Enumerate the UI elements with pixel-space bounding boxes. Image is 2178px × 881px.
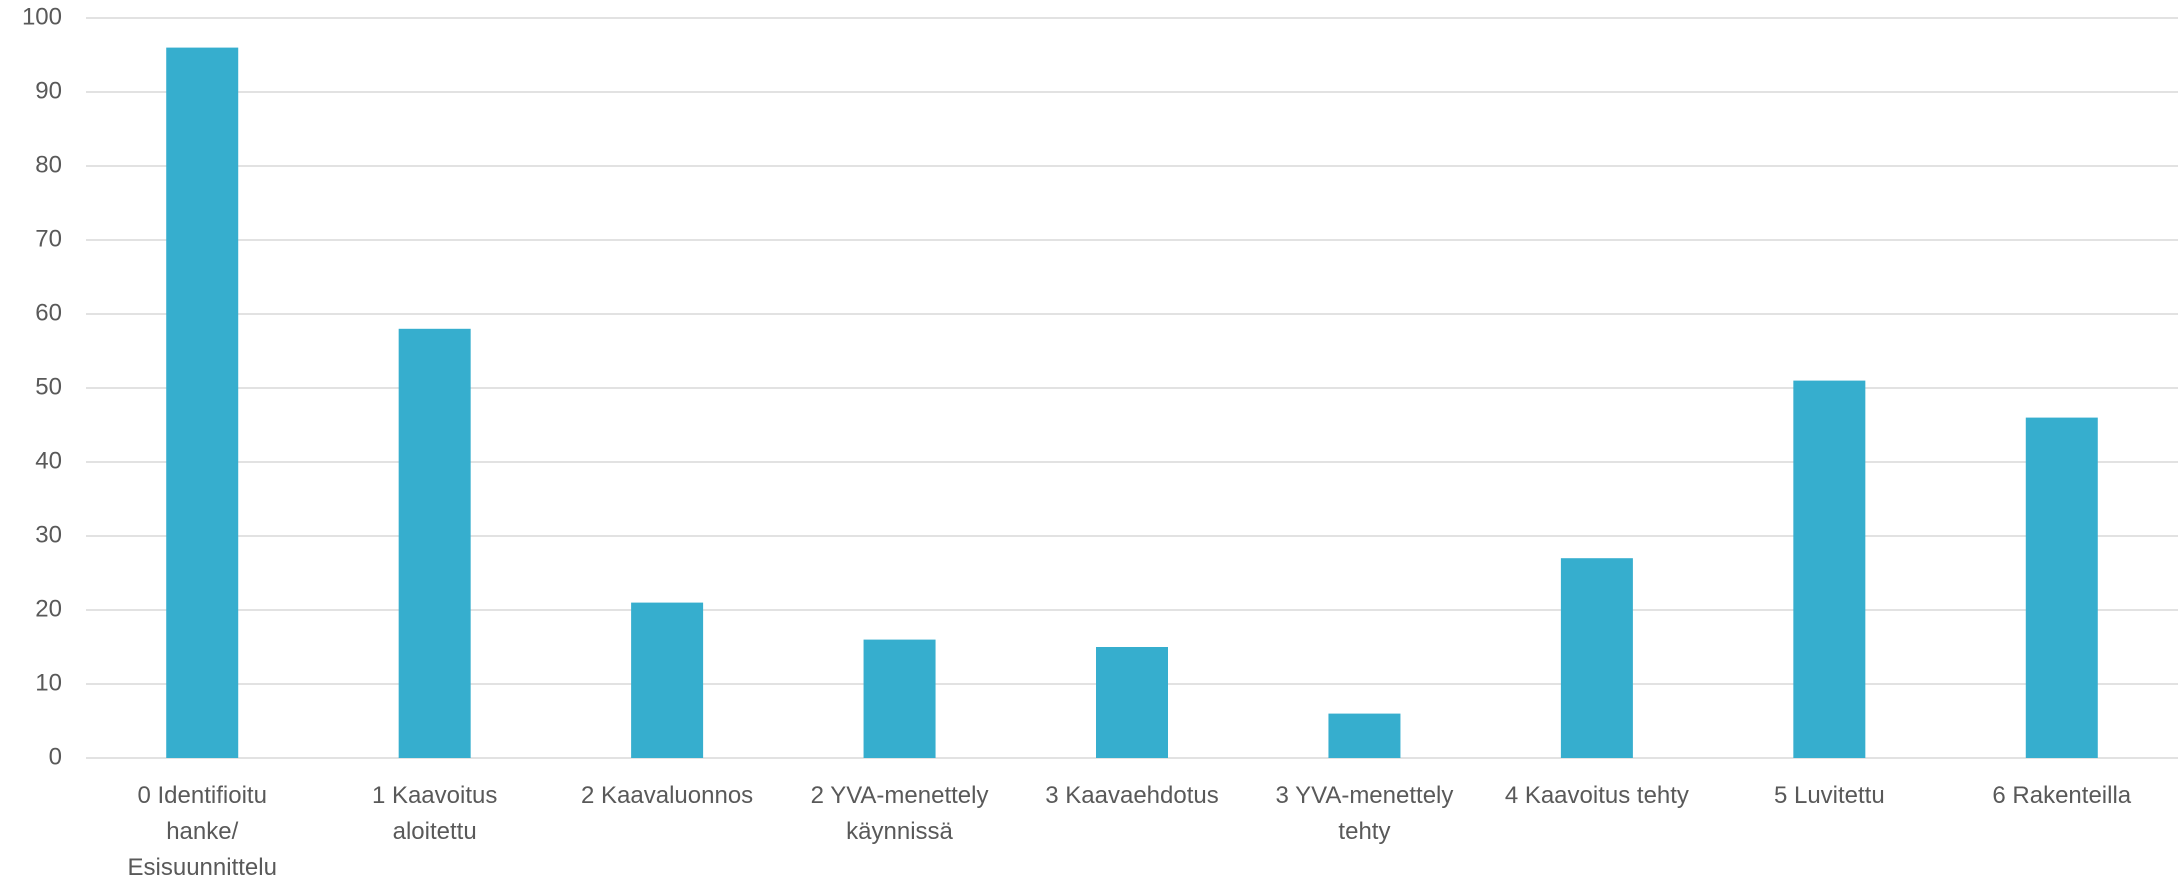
y-tick-label: 50 xyxy=(35,373,62,400)
y-tick-label: 40 xyxy=(35,447,62,474)
y-tick-label: 70 xyxy=(35,225,62,252)
x-tick-label: 4 Kaavoitus tehty xyxy=(1504,782,1689,809)
x-tick-label: 3 YVA-menettely tehty xyxy=(1275,782,1454,845)
x-tick-label: 2 Kaavaluonnos xyxy=(581,782,754,809)
bar xyxy=(1793,380,1866,758)
bar xyxy=(2025,417,2098,758)
bar xyxy=(1096,647,1168,758)
x-tick-label: 2 YVA-menettely käynnissä xyxy=(810,782,989,845)
y-tick-label: 0 xyxy=(49,743,62,770)
x-tick-label: 5 Luvitettu xyxy=(1773,782,1885,809)
bar xyxy=(631,602,704,758)
y-tick-label: 10 xyxy=(35,669,62,696)
bar xyxy=(166,47,239,759)
y-tick-label: 60 xyxy=(35,299,62,326)
x-tick-label: 6 Rakenteilla xyxy=(1992,782,2132,809)
y-tick-label: 20 xyxy=(35,595,62,622)
y-tick-label: 90 xyxy=(35,77,62,104)
bar xyxy=(1328,713,1401,758)
x-tick-label: 3 Kaavaehdotus xyxy=(1045,782,1219,809)
x-tick-label: 1 Kaavoitus aloitettu xyxy=(371,782,498,845)
bar xyxy=(1560,558,1633,758)
y-tick-label: 30 xyxy=(35,521,62,548)
bar xyxy=(398,328,471,758)
bar xyxy=(863,639,936,758)
x-tick-label: 0 Identifioitu hanke/ Esisuunnittelu xyxy=(127,782,277,881)
y-tick-label: 100 xyxy=(22,3,62,30)
y-tick-label: 80 xyxy=(35,151,62,178)
